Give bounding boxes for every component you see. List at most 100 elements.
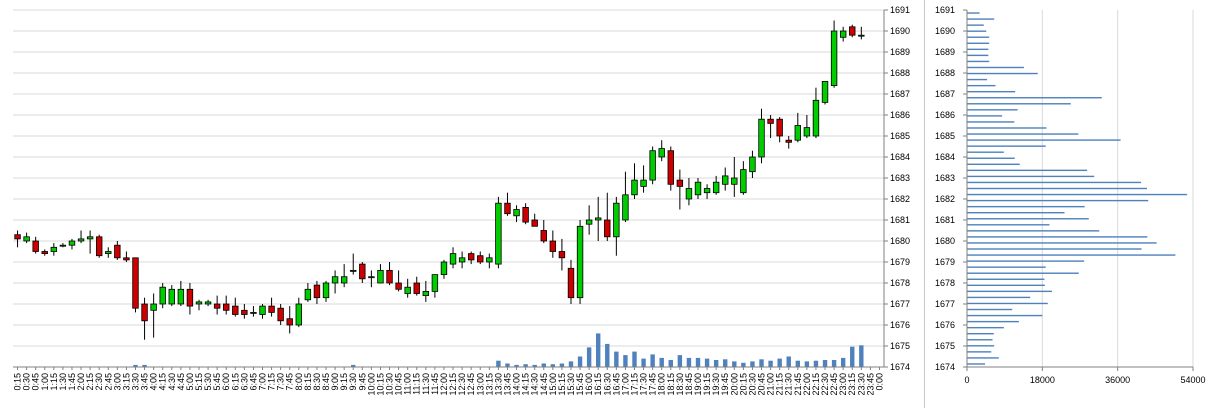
candle-body [304, 288, 312, 301]
volume-bar [786, 356, 791, 367]
candle-body [785, 139, 792, 143]
x-tick-label: 20:15 [738, 373, 748, 396]
candle-body [839, 30, 847, 38]
x-tick-label: 4:45 [176, 373, 186, 391]
candle-body [250, 311, 257, 314]
profile-bar [967, 115, 1003, 117]
candle-body [830, 30, 838, 86]
volume-bar [559, 363, 565, 367]
profile-bar [967, 199, 1149, 202]
candle [195, 299, 203, 311]
candle-body [168, 288, 175, 305]
x-tick-label: 17:00 [620, 373, 630, 396]
profile-bar [967, 36, 990, 38]
candle [776, 117, 783, 143]
candle-body [558, 251, 566, 259]
volume-bar [704, 358, 710, 367]
x-tick-label: 5:15 [194, 373, 204, 391]
volume-bar [532, 364, 537, 367]
volume-bar [596, 333, 601, 367]
profile-bar [967, 363, 985, 365]
x-tick-label: 7:00 [258, 373, 268, 391]
volume-bar [804, 361, 810, 367]
x-tick-label: 9:30 [348, 373, 358, 391]
x-tick-label: 15:15 [557, 373, 567, 396]
candle [141, 297, 148, 340]
candle-body [114, 244, 121, 259]
x-tick-label: 18:00 [657, 373, 667, 396]
profile-bar [967, 308, 1013, 311]
profile-bar [967, 121, 1015, 123]
x-tick-label: 19:45 [720, 373, 730, 396]
profile-price-axis: 1691 1690 1689 1688 1687 1686 1685 1684 1683 1682… [935, 5, 968, 372]
y-tick-label: 1680 [935, 236, 955, 246]
candles [14, 20, 865, 340]
candle [340, 264, 348, 288]
x-tick-label: 19:30 [711, 373, 721, 396]
profile-bar [967, 90, 1016, 93]
candle-body [667, 150, 674, 185]
candle-body [749, 156, 756, 173]
candle [123, 251, 130, 262]
y-tick-label: 1689 [890, 47, 910, 57]
candle-body [467, 253, 475, 261]
candle-body [694, 181, 702, 196]
x-tick-label: 1:00 [40, 373, 50, 391]
profile-bar [967, 272, 1079, 274]
candle-body [776, 118, 783, 137]
candle-body [849, 26, 856, 36]
candle [540, 220, 547, 244]
profile-bar [967, 339, 993, 341]
y-tick-label: 1685 [935, 131, 955, 141]
candle-body [59, 244, 67, 247]
candle [413, 276, 420, 296]
x-tick-label: 21:30 [784, 373, 794, 396]
candle [749, 150, 756, 178]
candle [640, 165, 647, 193]
candle [68, 238, 76, 250]
x-tick-label: 10:00 [366, 373, 376, 396]
profile-bar [967, 320, 1019, 323]
x-tick-label: 3:30 [130, 373, 140, 391]
candle [404, 278, 411, 298]
candle-body [395, 282, 402, 290]
x-tick-label: 12:15 [448, 373, 458, 396]
candle [576, 220, 584, 304]
candle-body [740, 169, 747, 194]
profile-bar [967, 284, 1045, 287]
x-tick-label: 12:30 [457, 373, 467, 396]
x-tick-label: 18:15 [666, 373, 676, 396]
candle [204, 299, 212, 307]
volume-bar [859, 345, 864, 367]
candle-body [640, 179, 647, 187]
y-tick-label: 1688 [890, 68, 910, 78]
volume-bar [813, 360, 819, 367]
candle [177, 280, 185, 307]
candle [186, 283, 194, 315]
candle [703, 184, 711, 199]
x-tick-label: 11:30 [421, 373, 431, 395]
candle [595, 196, 602, 241]
candle [839, 26, 847, 42]
x-tick-label: 17:30 [639, 373, 649, 396]
candle [631, 163, 638, 199]
candle [858, 26, 865, 40]
x-tick-label: 17:15 [629, 373, 639, 396]
y-tick-label: 1675 [890, 341, 910, 351]
candle [604, 192, 611, 241]
x-tick-label: 2:15 [85, 373, 95, 391]
candle-body [159, 286, 166, 305]
candle [613, 196, 620, 256]
y-tick-label: 1674 [890, 362, 910, 372]
x-tick-label: 54000 [1180, 375, 1205, 385]
candle-body [50, 246, 58, 252]
x-tick-label: 10:45 [394, 373, 404, 396]
candle-body [340, 276, 348, 284]
profile-bar [967, 254, 1176, 256]
profile-bar [967, 351, 992, 353]
volume-bar [351, 364, 356, 367]
volume-bar [668, 360, 673, 367]
candle-body [377, 269, 384, 284]
profile-bar [967, 42, 990, 44]
volume-bar [577, 356, 583, 367]
